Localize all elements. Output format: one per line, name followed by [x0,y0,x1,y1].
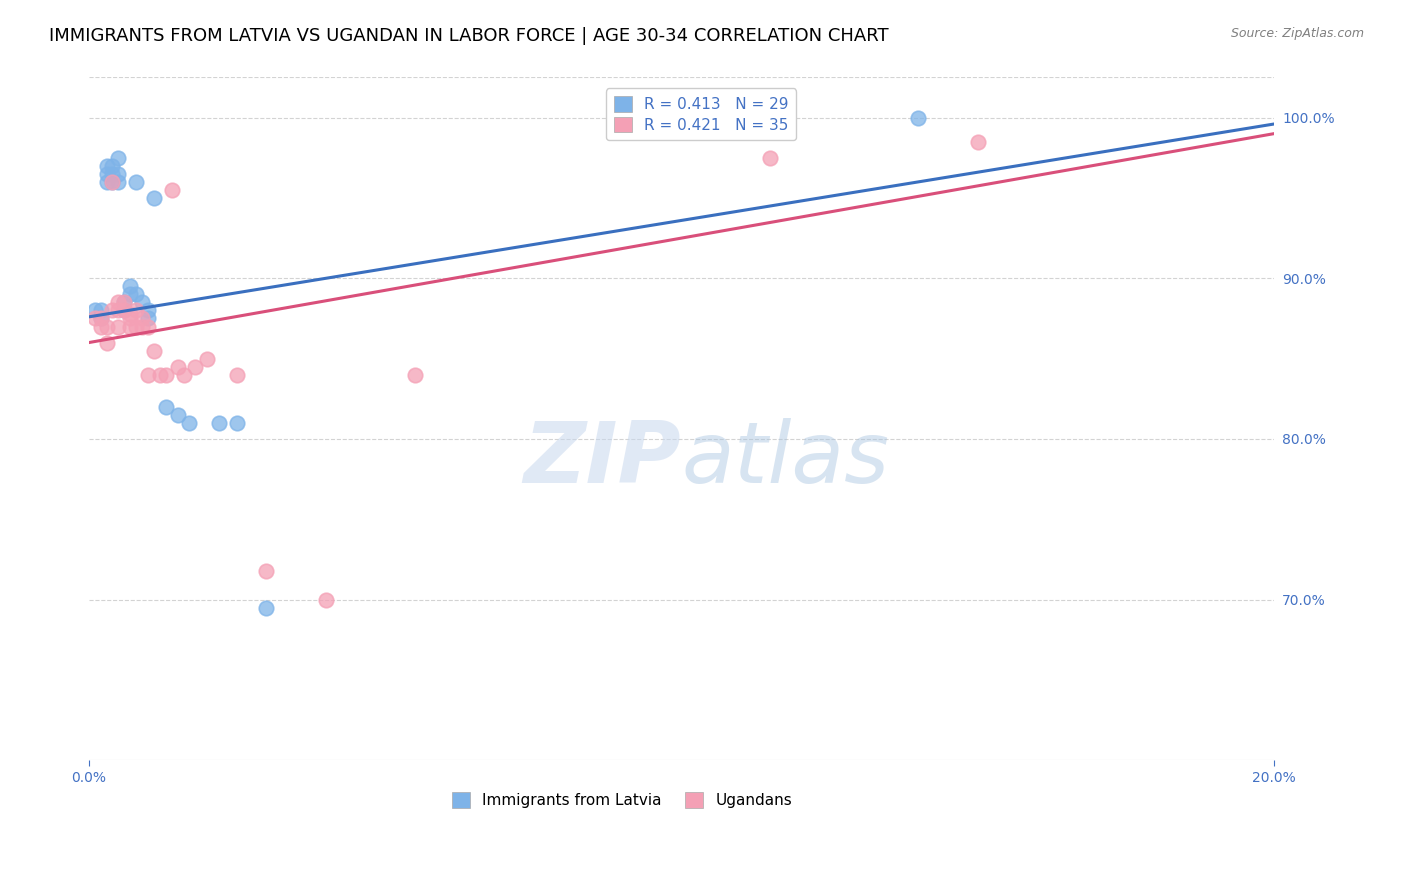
Point [101,303,124,318]
Point [90,311,112,326]
Point [120,319,142,334]
Point [131,319,153,334]
Point [120,307,142,321]
Text: atlas: atlas [682,418,889,501]
Text: ZIP: ZIP [523,418,682,501]
Point [173,368,195,382]
Point [225,368,247,382]
Point [107,295,129,310]
Point [136,303,159,318]
Point [90,311,112,326]
Point [759,151,782,165]
Point [83,311,105,326]
Point [256,600,278,615]
Point [107,167,129,181]
Point [155,400,177,414]
Point [120,311,142,326]
Point [112,295,135,310]
Point [96,175,118,189]
Point [112,303,135,318]
Point [107,303,129,318]
Point [125,319,148,334]
Point [83,303,105,318]
Point [101,175,124,189]
Point [112,295,135,310]
Point [155,368,177,382]
Legend: Immigrants from Latvia, Ugandans: Immigrants from Latvia, Ugandans [446,786,799,814]
Point [136,311,159,326]
Point [179,416,201,430]
Point [160,183,183,197]
Point [125,175,148,189]
Point [136,368,159,382]
Point [101,167,124,181]
Text: Source: ZipAtlas.com: Source: ZipAtlas.com [1230,27,1364,40]
Point [120,279,142,293]
Point [96,167,118,181]
Point [195,351,218,366]
Point [136,319,159,334]
Point [96,335,118,350]
Point [131,295,153,310]
Point [107,151,129,165]
Point [107,319,129,334]
Point [120,287,142,301]
Point [966,135,988,149]
Point [149,368,172,382]
Point [166,359,188,374]
Point [131,311,153,326]
Point [907,111,929,125]
Point [101,175,124,189]
Point [90,303,112,318]
Point [96,159,118,173]
Point [125,287,148,301]
Point [184,359,207,374]
Point [225,416,247,430]
Point [112,303,135,318]
Point [142,191,165,205]
Point [166,408,188,422]
Point [96,319,118,334]
Text: IMMIGRANTS FROM LATVIA VS UGANDAN IN LABOR FORCE | AGE 30-34 CORRELATION CHART: IMMIGRANTS FROM LATVIA VS UGANDAN IN LAB… [49,27,889,45]
Point [142,343,165,358]
Point [125,303,148,318]
Point [404,368,426,382]
Point [107,175,129,189]
Point [101,159,124,173]
Point [315,592,337,607]
Point [208,416,231,430]
Point [90,319,112,334]
Point [256,564,278,578]
